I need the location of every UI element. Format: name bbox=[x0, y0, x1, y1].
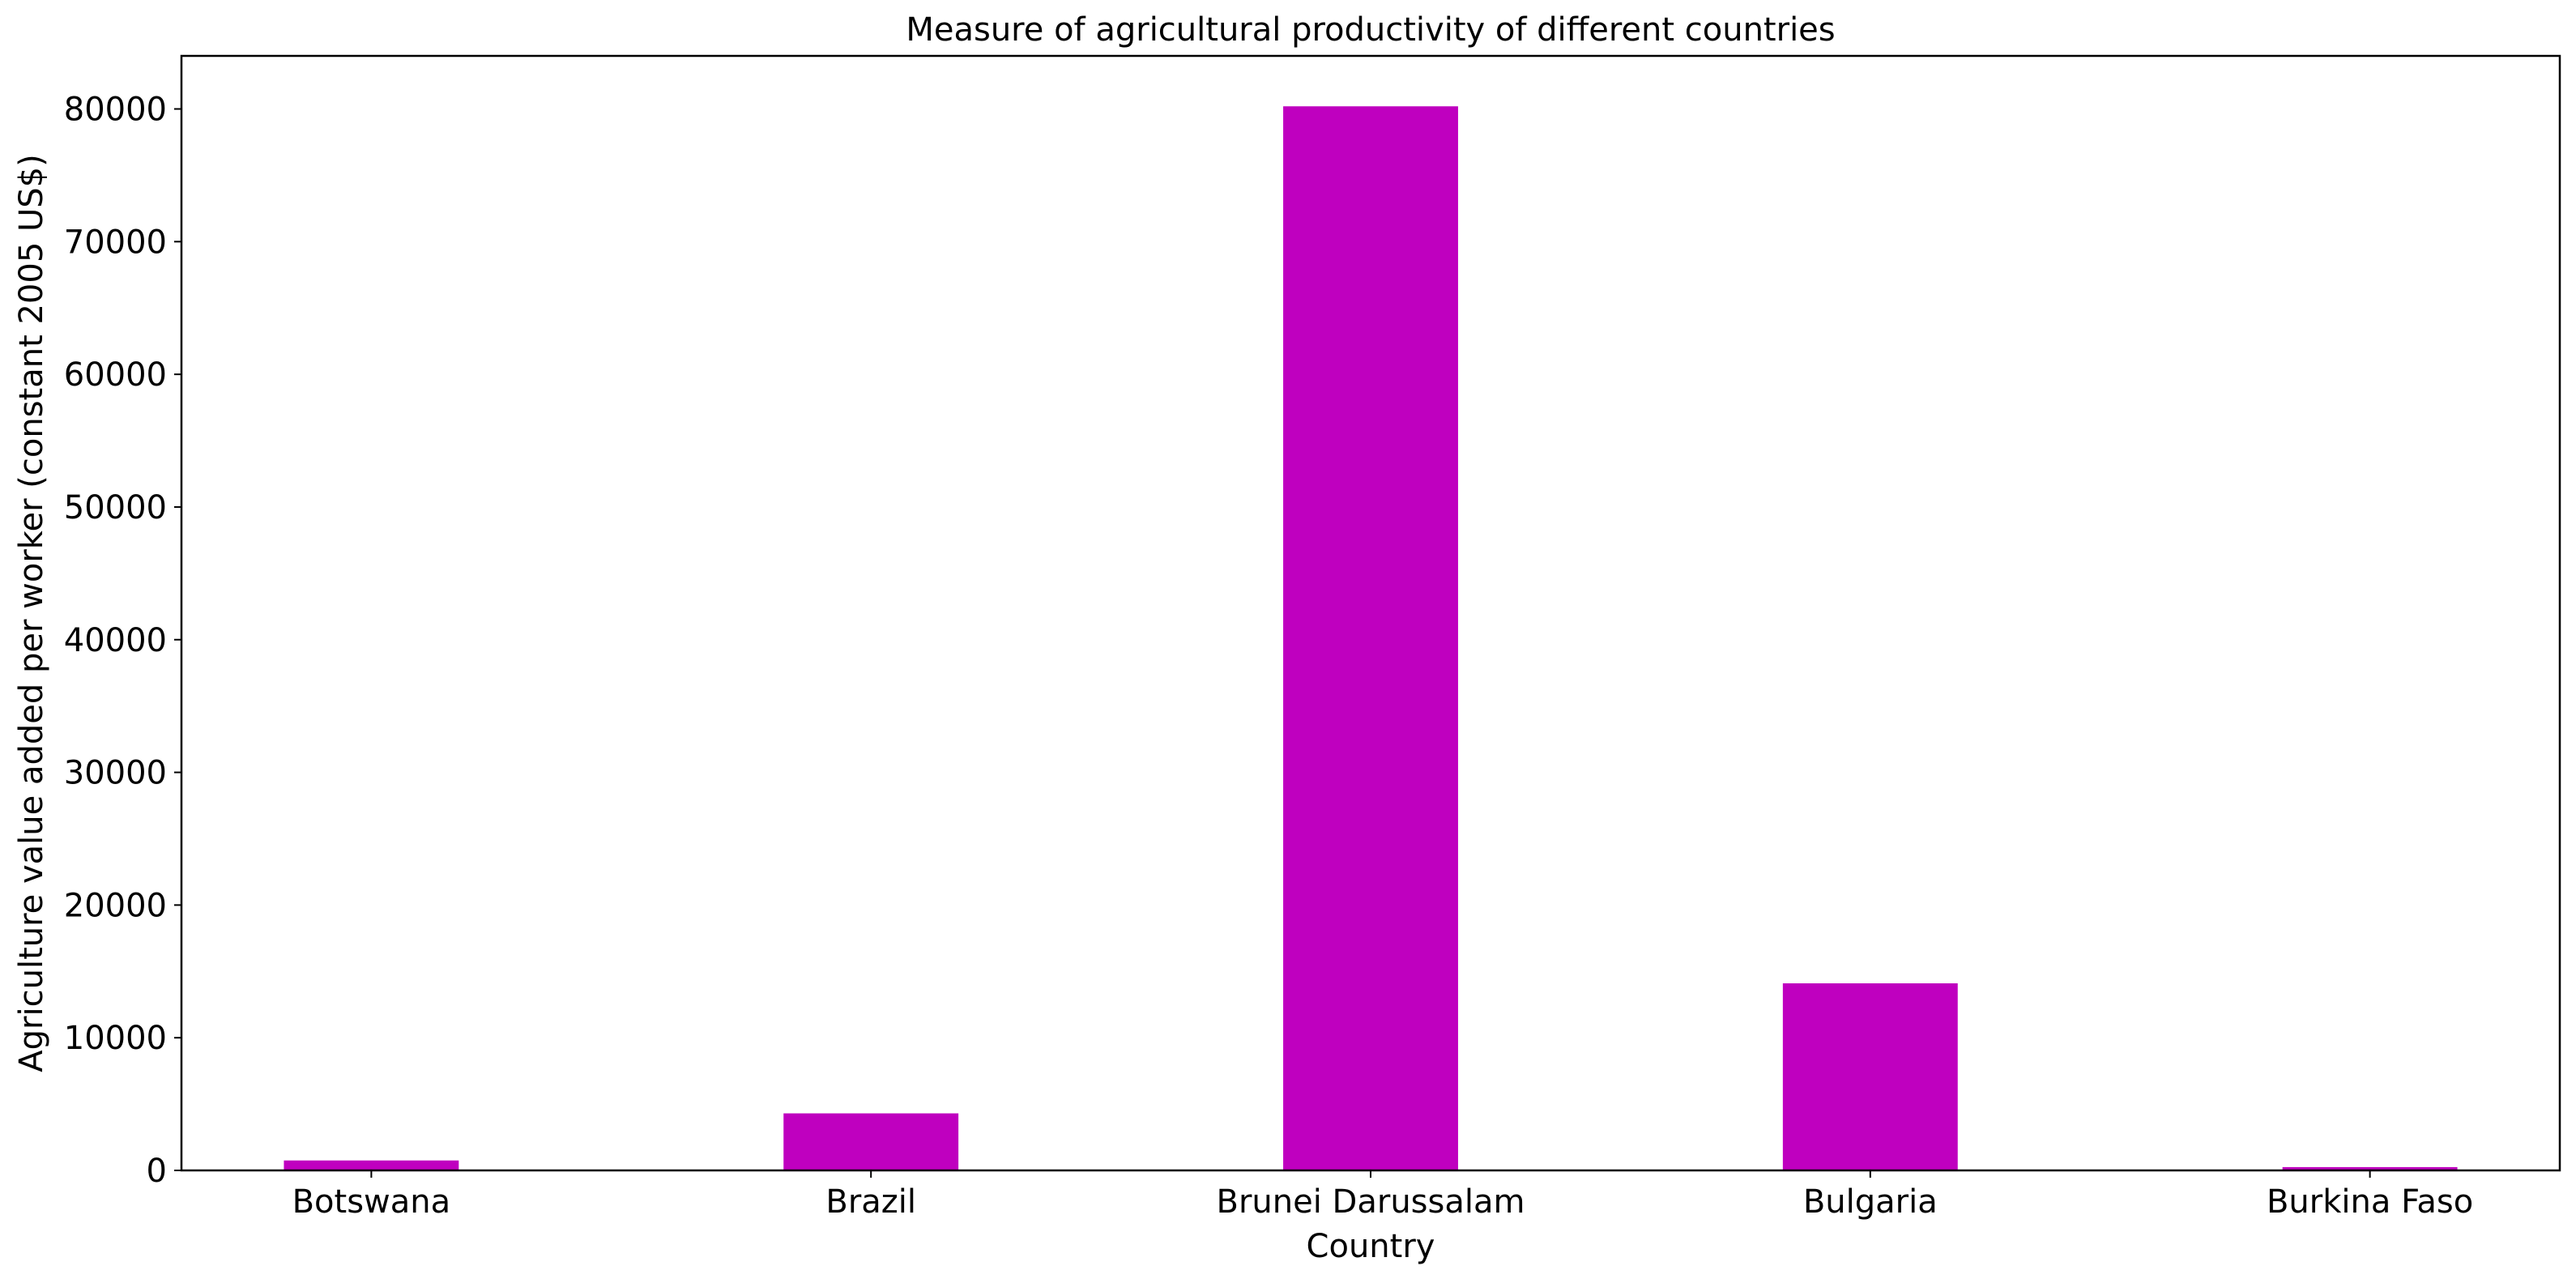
x-tick-label: Brunei Darussalam bbox=[1217, 1183, 1525, 1221]
y-axis-label: Agriculture value added per worker (cons… bbox=[13, 154, 50, 1072]
y-tick-label: 0 bbox=[147, 1153, 167, 1190]
y-tick-label: 40000 bbox=[64, 622, 167, 659]
y-tick-label: 70000 bbox=[64, 224, 167, 261]
bar-burkina-faso bbox=[2282, 1166, 2458, 1170]
x-axis-label: Country bbox=[1307, 1228, 1435, 1265]
bar-brunei-darussalam bbox=[1283, 106, 1458, 1171]
y-axis: 0 10000 20000 30000 40000 50000 60000 70000 8000… bbox=[64, 92, 181, 1190]
bars-group bbox=[284, 106, 2458, 1171]
y-tick-label: 50000 bbox=[64, 489, 167, 526]
x-tick-label: Botswana bbox=[292, 1183, 451, 1221]
x-axis: Botswana Brazil Brunei Darussalam Bulgaria B… bbox=[292, 1170, 2473, 1221]
bar-brazil bbox=[783, 1113, 959, 1170]
x-tick-label: Brazil bbox=[825, 1183, 916, 1221]
chart-title: Measure of agricultural productivity of … bbox=[906, 11, 1835, 49]
x-tick-label: Burkina Faso bbox=[2267, 1183, 2473, 1221]
bar-botswana bbox=[284, 1160, 459, 1170]
y-tick-label: 30000 bbox=[64, 755, 167, 792]
x-tick-label: Bulgaria bbox=[1803, 1183, 1938, 1221]
y-tick-label: 20000 bbox=[64, 887, 167, 924]
y-tick-label: 80000 bbox=[64, 92, 167, 129]
y-tick-label: 10000 bbox=[64, 1020, 167, 1057]
bar-bulgaria bbox=[1782, 983, 1958, 1170]
plot-frame bbox=[180, 54, 2561, 1172]
y-tick-label: 60000 bbox=[64, 356, 167, 394]
